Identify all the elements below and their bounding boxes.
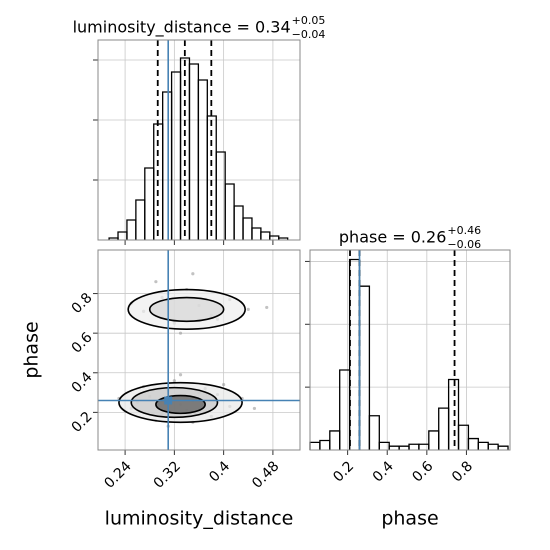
axes-frame (97, 249, 301, 451)
contour (148, 296, 225, 323)
sample-point (222, 383, 226, 387)
y-tick-label: 0.6 (69, 329, 96, 356)
x-axis-label: phase (381, 508, 438, 530)
x-tick-label: 0.32 (151, 458, 184, 491)
title-upper: +0.46 (447, 224, 481, 237)
sample-point (265, 305, 269, 310)
histogram-bin (368, 415, 380, 450)
y-tick-label: 0.8 (69, 290, 96, 317)
x-tick-label: 0.48 (249, 458, 282, 491)
axes-frame (97, 39, 301, 241)
x-tick-label: 0.8 (449, 458, 476, 485)
axes-frame (309, 249, 511, 451)
sample-point (178, 373, 183, 377)
histogram-bin (457, 424, 470, 450)
y-tick-label: 0.4 (69, 369, 96, 396)
x-axis-label: luminosity_distance (105, 508, 294, 530)
sample-point (154, 280, 158, 284)
plot-area (310, 250, 510, 450)
sample-point (178, 331, 183, 335)
y-tick-label: 0.2 (69, 409, 96, 436)
sample-point (252, 406, 257, 411)
title-upper: +0.05 (292, 14, 326, 27)
title-lower: −0.04 (292, 28, 326, 41)
x-tick-label: 0.24 (101, 458, 134, 491)
contour (155, 394, 206, 415)
histogram-bin (278, 237, 289, 240)
title-lower: −0.06 (447, 238, 481, 251)
x-tick-label: 0.4 (370, 458, 397, 485)
panel-title: phase = 0.26 (339, 228, 446, 247)
sample-point (172, 379, 176, 383)
y-axis-label: phase (21, 321, 43, 378)
x-tick-label: 0.4 (206, 458, 233, 485)
sample-point (191, 272, 195, 276)
histogram-bin (447, 378, 460, 450)
x-tick-label: 0.6 (409, 458, 436, 485)
sample-point (246, 307, 250, 312)
panel-title: luminosity_distance = 0.34 (73, 18, 291, 38)
x-tick-label: 0.2 (330, 458, 357, 485)
histogram-bin (497, 445, 509, 450)
truth-point (164, 396, 173, 405)
